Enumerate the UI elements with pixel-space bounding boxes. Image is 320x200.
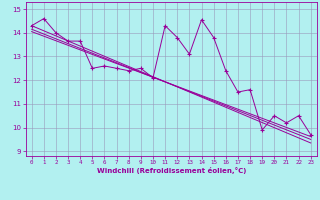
X-axis label: Windchill (Refroidissement éolien,°C): Windchill (Refroidissement éolien,°C) (97, 167, 246, 174)
